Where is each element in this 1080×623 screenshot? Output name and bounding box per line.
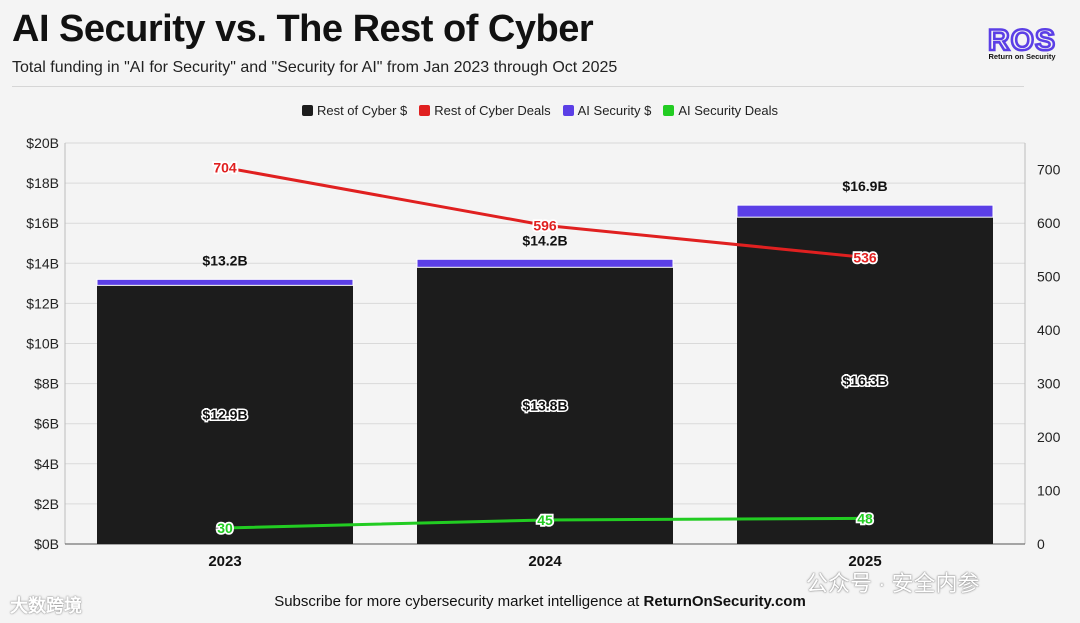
x-tick-label: 2024 <box>528 553 562 570</box>
legend-label-ai-dollars: AI Security $ <box>577 103 652 118</box>
y-left-tick-label: $10B <box>26 336 59 352</box>
line-ai-security-deals-point-label: 45 <box>537 512 553 528</box>
footer-text: Subscribe for more cybersecurity market … <box>0 593 1080 610</box>
y-right-tick-label: 100 <box>1037 483 1061 499</box>
legend-label-ai-deals: AI Security Deals <box>678 103 779 118</box>
y-left-tick-label: $12B <box>26 295 59 311</box>
bar-total-label: $13.2B <box>202 252 247 268</box>
line-rest-of-cyber-deals <box>224 166 866 259</box>
y-left-tick-label: $0B <box>34 536 59 552</box>
legend-item-ai-deals: AI Security Deals <box>663 103 778 118</box>
bar-ai-security <box>736 204 994 218</box>
bar-rest-value-label: $12.9B <box>202 407 247 423</box>
legend-swatch-ai-deals <box>663 105 675 116</box>
x-tick-label: 2023 <box>208 553 241 570</box>
page-title: AI Security vs. The Rest of Cyber <box>12 8 594 50</box>
bar-rest-value-label: $13.8B <box>522 398 567 414</box>
bar-ai-security <box>96 278 354 286</box>
page-subtitle: Total funding in "AI for Security" and "… <box>12 59 618 76</box>
y-left-tick-label: $14B <box>26 255 59 271</box>
legend-swatch-ai-dollars <box>562 105 574 116</box>
line-ai-security-deals-point-label: 30 <box>217 520 233 536</box>
y-right-tick-label: 200 <box>1037 429 1061 445</box>
footer-prefix: Subscribe for more cybersecurity market … <box>274 593 644 610</box>
y-right-tick-label: 600 <box>1037 215 1061 231</box>
legend-label-rest-deals: Rest of Cyber Deals <box>434 103 551 118</box>
legend-swatch-rest-dollars <box>301 105 313 116</box>
y-right-tick-label: 700 <box>1037 162 1061 178</box>
header-divider <box>12 86 1024 87</box>
line-rest-of-cyber-deals-point-label: 536 <box>853 249 877 265</box>
ros-logo-caption: Return on Security <box>988 52 1056 61</box>
y-left-tick-label: $8B <box>34 376 59 392</box>
y-right-tick-label: 400 <box>1037 322 1061 338</box>
legend-item-ai-dollars: AI Security $ <box>562 103 652 118</box>
bar-ai-security <box>416 258 674 268</box>
bar-rest-of-cyber <box>417 267 673 544</box>
bar-total-label: $14.2B <box>522 232 567 248</box>
y-right-tick-label: 300 <box>1037 376 1061 392</box>
line-rest-of-cyber-deals-point-label: 704 <box>213 160 237 176</box>
watermark-right: 公众号 · 安全内参 <box>806 571 980 596</box>
y-right-tick-label: 500 <box>1037 269 1061 285</box>
bar-rest-of-cyber <box>97 285 353 544</box>
legend-item-rest-dollars: Rest of Cyber $ <box>301 103 408 118</box>
line-rest-of-cyber-deals-point-label: 596 <box>533 217 557 233</box>
ros-logo: ROS <box>987 23 1057 59</box>
y-left-tick-label: $16B <box>26 215 59 231</box>
x-tick-label: 2025 <box>848 553 881 570</box>
ros-logo-text: ROS <box>988 24 1056 57</box>
y-left-tick-label: $20B <box>26 135 59 151</box>
line-ai-security-deals-point-label: 48 <box>857 510 873 526</box>
bar-rest-value-label: $16.3B <box>842 373 887 389</box>
watermark-left: 大数跨境 <box>10 596 82 616</box>
line-ai-security-deals <box>224 516 866 530</box>
y-left-tick-label: $2B <box>34 496 59 512</box>
y-left-tick-label: $6B <box>34 416 59 432</box>
legend-swatch-rest-deals <box>419 105 431 116</box>
legend-label-rest-dollars: Rest of Cyber $ <box>316 103 408 118</box>
chart-legend: Rest of Cyber $ Rest of Cyber Deals AI S… <box>0 103 1080 118</box>
y-left-tick-label: $18B <box>26 175 59 191</box>
bar-total-label: $16.9B <box>842 178 887 194</box>
footer-link[interactable]: ReturnOnSecurity.com <box>643 593 806 610</box>
y-right-tick-label: 0 <box>1037 536 1045 552</box>
y-left-tick-label: $4B <box>34 456 59 472</box>
legend-item-rest-deals: Rest of Cyber Deals <box>419 103 551 118</box>
bar-rest-of-cyber <box>737 217 993 544</box>
